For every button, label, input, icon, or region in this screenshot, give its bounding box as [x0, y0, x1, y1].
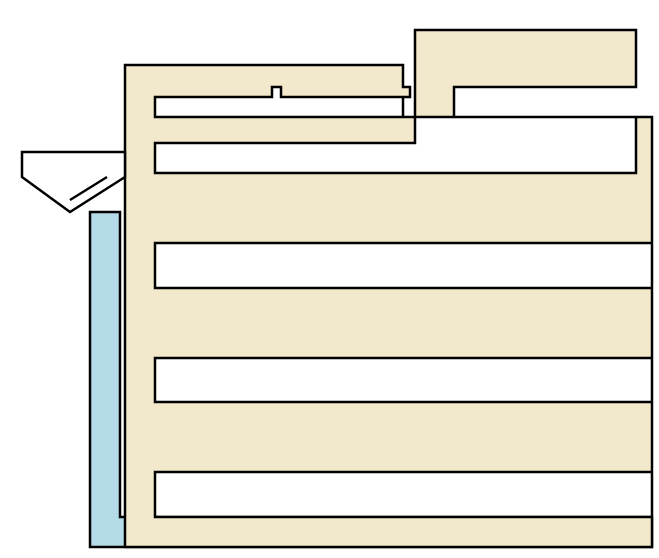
beige-structure	[125, 30, 652, 547]
schematic-diagram	[0, 0, 659, 558]
funnel	[22, 152, 125, 212]
blue-channel	[90, 212, 652, 547]
